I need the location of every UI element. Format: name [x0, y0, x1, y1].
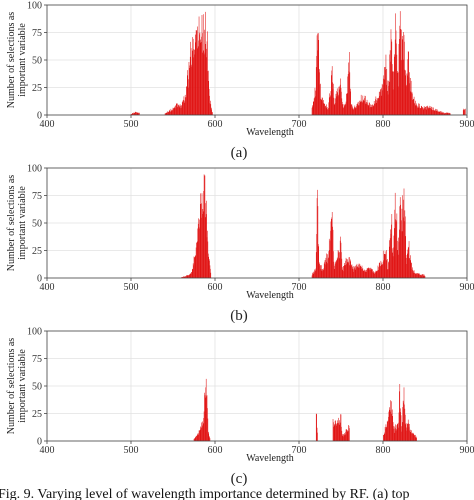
chart-panel-a: 400 500 600 700 800 900 0 25 50 75 100 Wavelength Nu… [6, 1, 474, 162]
x-axis-label: Wavelength [246, 290, 294, 301]
y-tick-label: 0 [37, 274, 42, 285]
y-tick-label: 25 [32, 246, 42, 257]
y-axis-label-line: Number of selections as [6, 12, 17, 108]
x-tick-label: 900 [460, 282, 474, 293]
y-tick-label: 75 [32, 28, 42, 39]
y-tick-label: 50 [32, 382, 42, 393]
x-tick-label: 700 [292, 119, 307, 130]
y-axis-label-line: Number of selections as [6, 175, 17, 271]
x-tick-label: 600 [208, 445, 223, 456]
subfigure-label: (c) [231, 471, 248, 487]
y-tick-label: 0 [37, 437, 42, 448]
figure-caption: Fig. 9. Varying level of wavelength impo… [0, 487, 410, 500]
x-axis-label: Wavelength [246, 127, 294, 138]
y-tick-label: 25 [32, 409, 42, 420]
x-tick-label: 700 [292, 282, 307, 293]
x-tick-label: 800 [376, 282, 391, 293]
x-tick-label: 900 [460, 445, 474, 456]
y-tick-label: 100 [27, 164, 42, 175]
y-tick-label: 75 [32, 191, 42, 202]
subfigure-label: (a) [231, 145, 248, 161]
y-tick-label: 0 [37, 111, 42, 122]
x-tick-label: 800 [376, 445, 391, 456]
y-tick-label: 75 [32, 354, 42, 365]
x-tick-label: 400 [40, 445, 55, 456]
y-tick-label: 50 [32, 219, 42, 230]
y-axis-label-line: important variable [17, 23, 28, 97]
x-tick-label: 600 [208, 282, 223, 293]
y-axis-label: Number of selections asimportant variabl… [6, 12, 28, 108]
y-tick-label: 100 [27, 1, 42, 12]
subfigure-label: (b) [230, 308, 248, 324]
x-tick-label: 700 [292, 445, 307, 456]
y-axis-label-line: important variable [17, 186, 28, 260]
y-tick-label: 50 [32, 56, 42, 67]
x-tick-label: 500 [124, 282, 139, 293]
x-tick-label: 500 [124, 445, 139, 456]
x-tick-label: 900 [460, 119, 474, 130]
x-axis-label: Wavelength [246, 453, 294, 464]
chart-panel-b: 400 500 600 700 800 900 0 25 50 75 100 Wavelength Nu… [6, 164, 474, 325]
y-axis-label: Number of selections asimportant variabl… [6, 338, 28, 434]
chart-panel-c: 400 500 600 700 800 900 0 25 50 75 100 Wavelength Nu… [6, 327, 474, 488]
y-axis-label-line: important variable [17, 349, 28, 423]
y-axis-label: Number of selections asimportant variabl… [6, 175, 28, 271]
x-tick-label: 600 [208, 119, 223, 130]
x-tick-label: 400 [40, 282, 55, 293]
x-tick-label: 500 [124, 119, 139, 130]
x-tick-label: 800 [376, 119, 391, 130]
x-tick-label: 400 [40, 119, 55, 130]
y-axis-label-line: Number of selections as [6, 338, 17, 434]
y-tick-label: 100 [27, 327, 42, 338]
y-tick-label: 25 [32, 83, 42, 94]
